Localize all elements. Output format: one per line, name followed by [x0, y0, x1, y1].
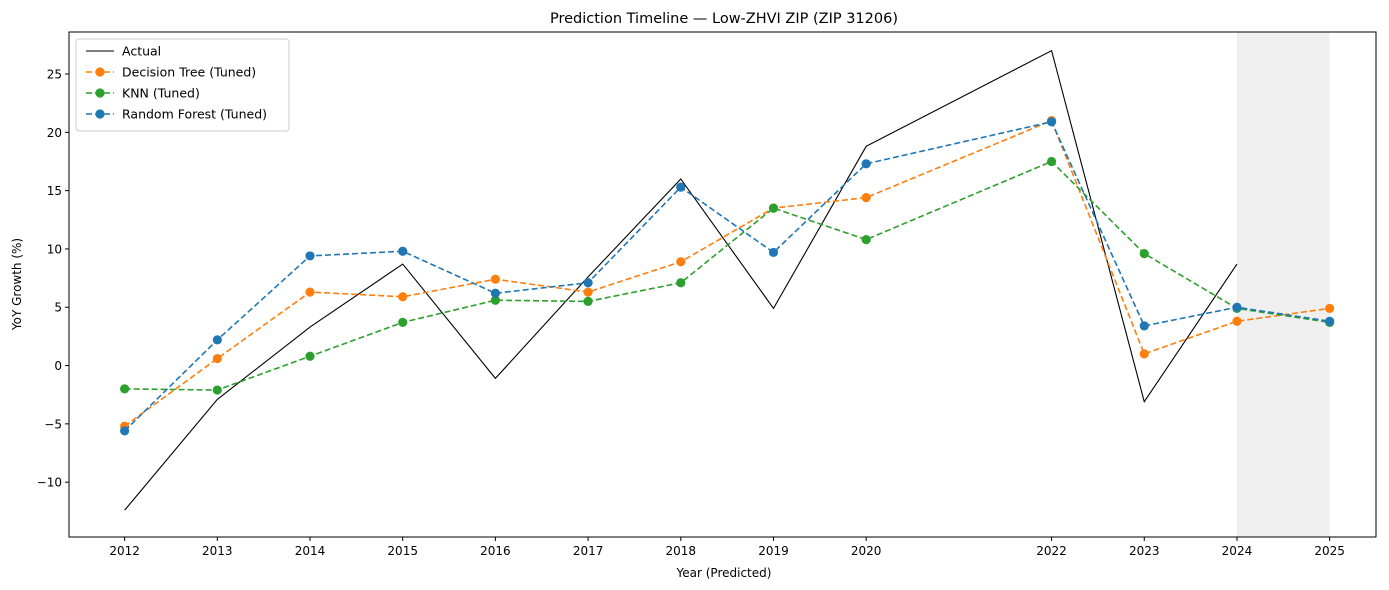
x-tick-label: 2020: [851, 544, 882, 558]
legend: Actual Decision Tree (Tuned) KNN (Tuned) Ra…: [75, 38, 290, 132]
x-axis-label: Year (Predicted): [676, 566, 772, 580]
data-point-random-forest-tuned-2017: [583, 278, 593, 288]
data-point-random-forest-tuned-2023: [1139, 321, 1149, 331]
data-point-decision-tree-tuned-2017: [583, 287, 593, 297]
data-point-knn-tuned-2012: [120, 384, 130, 394]
x-tick-label: 2015: [387, 544, 418, 558]
x-tick-label: 2025: [1314, 544, 1345, 558]
x-tick-label: 2023: [1129, 544, 1160, 558]
data-point-decision-tree-tuned-2015: [398, 292, 408, 302]
x-tick-label: 2012: [109, 544, 140, 558]
data-point-knn-tuned-2015: [398, 317, 408, 328]
data-point-random-forest-tuned-2020: [861, 159, 871, 169]
data-point-knn-tuned-2014: [305, 351, 315, 361]
data-point-knn-tuned-2017: [583, 296, 593, 307]
y-tick-label: 5: [54, 301, 62, 315]
axes-frame: [68, 31, 1377, 538]
forecast-shaded-region: [1236, 32, 1330, 537]
data-point-decision-tree-tuned-2013: [212, 353, 222, 364]
y-tick-label: −10: [37, 476, 62, 490]
data-point-random-forest-tuned-2013: [212, 335, 222, 345]
data-point-knn-tuned-2023: [1139, 248, 1149, 259]
legend-label-knn-tuned: KNN (Tuned): [122, 86, 200, 101]
data-point-knn-tuned-2020: [861, 234, 871, 245]
legend-marker-random-forest-tuned: [95, 109, 105, 119]
series-random-forest-tuned: [120, 117, 1335, 436]
data-point-random-forest-tuned-2014: [305, 251, 315, 261]
data-point-random-forest-tuned-2015: [398, 246, 408, 256]
legend-marker-knn-tuned: [95, 88, 105, 98]
data-point-decision-tree-tuned-2023: [1139, 349, 1149, 359]
series-line-actual: [124, 49, 1238, 511]
series-decision-tree-tuned: [120, 116, 1335, 431]
x-tick-label: 2017: [573, 544, 604, 558]
x-tick-label: 2014: [295, 544, 326, 558]
x-tick-label: 2024: [1222, 544, 1253, 558]
y-tick-label: 15: [47, 184, 62, 198]
x-tick-label: 2013: [202, 544, 233, 558]
series-actual: [124, 49, 1238, 511]
legend-marker-decision-tree-tuned: [95, 67, 105, 77]
data-point-knn-tuned-2022: [1046, 156, 1057, 167]
data-point-decision-tree-tuned-2024: [1232, 316, 1242, 326]
data-point-knn-tuned-2018: [676, 278, 686, 288]
y-tick-label: 25: [47, 67, 62, 81]
x-tick-label: 2022: [1036, 544, 1067, 558]
data-point-knn-tuned-2013: [212, 385, 222, 395]
data-point-decision-tree-tuned-2016: [490, 274, 500, 284]
data-point-knn-tuned-2016: [490, 295, 500, 305]
x-tick-label: 2016: [480, 544, 511, 558]
y-tick-label: 20: [47, 126, 62, 140]
legend-box: [75, 38, 290, 132]
y-tick-label: 10: [47, 242, 62, 256]
data-point-random-forest-tuned-2018: [676, 182, 686, 192]
data-point-random-forest-tuned-2024: [1232, 302, 1242, 312]
data-point-random-forest-tuned-2022: [1046, 117, 1057, 127]
data-point-random-forest-tuned-2016: [490, 288, 500, 298]
y-axis-label: YoY Growth (%): [10, 238, 24, 331]
data-point-random-forest-tuned-2012: [120, 426, 130, 436]
legend-label-decision-tree-tuned: Decision Tree (Tuned): [122, 65, 256, 80]
legend-label-random-forest-tuned: Random Forest (Tuned): [122, 107, 267, 122]
y-tick-label: −5: [44, 417, 62, 431]
data-point-random-forest-tuned-2025: [1325, 316, 1335, 326]
data-point-random-forest-tuned-2019: [768, 247, 779, 258]
data-point-knn-tuned-2019: [768, 203, 779, 213]
data-point-decision-tree-tuned-2014: [305, 287, 315, 297]
y-tick-label: 0: [54, 359, 62, 373]
data-point-decision-tree-tuned-2018: [676, 257, 686, 267]
data-point-decision-tree-tuned-2025: [1325, 303, 1335, 314]
data-point-decision-tree-tuned-2020: [861, 193, 871, 203]
chart-title: Prediction Timeline — Low-ZHVI ZIP (ZIP …: [550, 11, 898, 27]
x-tick-label: 2018: [666, 544, 697, 558]
x-tick-label: 2019: [758, 544, 789, 558]
legend-label-actual: Actual: [122, 44, 161, 59]
